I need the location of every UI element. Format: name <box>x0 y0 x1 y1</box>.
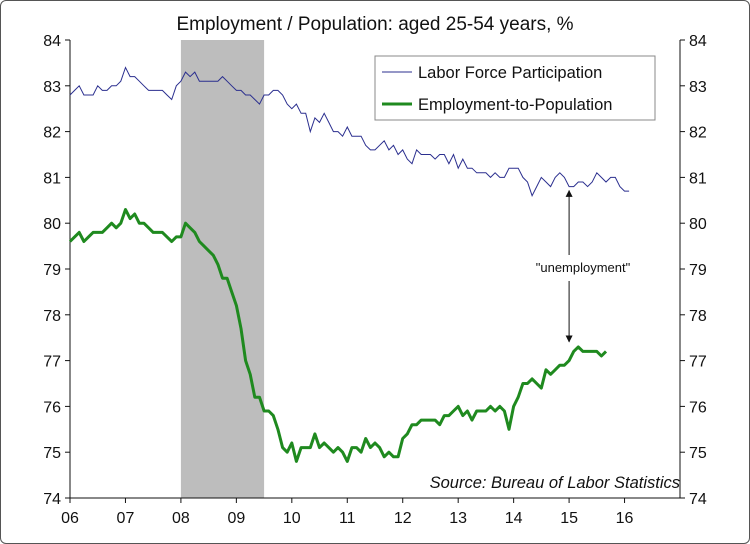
axes <box>65 39 685 503</box>
y-tick-label-left: 76 <box>43 399 61 416</box>
x-tick-label: 11 <box>339 510 356 527</box>
y-tick-label-left: 75 <box>43 445 61 462</box>
chart-title: Employment / Population: aged 25-54 year… <box>176 14 573 35</box>
source-note: Source: Bureau of Labor Statistics <box>430 474 680 492</box>
series-line-employment-to-population <box>68 208 608 463</box>
y-tick-label-left: 82 <box>43 125 61 142</box>
x-tick-label: 13 <box>449 510 467 527</box>
legend-label-labor-force-participation: Labor Force Participation <box>418 64 602 82</box>
series-line-labor-force-participation <box>69 66 630 197</box>
x-tick-label: 12 <box>394 510 412 527</box>
y-tick-label-left: 81 <box>43 170 61 187</box>
y-tick-label-left: 78 <box>43 308 61 325</box>
y-tick-label-right: 77 <box>689 354 707 371</box>
x-tick-label: 16 <box>616 510 634 527</box>
legend-box <box>374 55 656 121</box>
y-tick-label-left: 84 <box>43 33 61 50</box>
y-tick-label-right: 75 <box>689 445 707 462</box>
y-tick-label-right: 82 <box>689 125 707 142</box>
x-tick-label: 15 <box>560 510 578 527</box>
y-tick-label-right: 84 <box>689 33 707 50</box>
y-tick-label-left: 77 <box>43 354 61 371</box>
y-tick-label-right: 74 <box>689 491 707 508</box>
y-tick-label-left: 74 <box>43 491 61 508</box>
y-tick-label-right: 83 <box>689 79 707 96</box>
unemployment-annotation: "unemployment" <box>536 260 631 275</box>
y-tick-label-right: 80 <box>689 216 707 233</box>
x-tick-label: 10 <box>283 510 301 527</box>
y-tick-label-left: 83 <box>43 79 61 96</box>
recession-shading <box>180 40 265 498</box>
y-tick-label-left: 80 <box>43 216 61 233</box>
legend-label-employment-to-population: Employment-to-Population <box>418 96 612 114</box>
legend: Labor Force Participation Employment-to-… <box>374 55 656 121</box>
y-tick-label-right: 79 <box>689 262 707 279</box>
x-tick-label: 09 <box>227 510 245 527</box>
x-tick-label: 06 <box>61 510 79 527</box>
y-tick-label-left: 79 <box>43 262 61 279</box>
tick-labels: 74 74 75 75 76 76 77 77 78 78 79 79 80 80 81 81 82 82 83 83… <box>43 33 707 527</box>
x-tick-label: 14 <box>505 510 523 527</box>
x-tick-label: 08 <box>172 510 190 527</box>
y-tick-label-right: 76 <box>689 399 707 416</box>
y-tick-label-right: 81 <box>689 170 707 187</box>
x-tick-label: 07 <box>117 510 135 527</box>
y-tick-label-right: 78 <box>689 308 707 325</box>
